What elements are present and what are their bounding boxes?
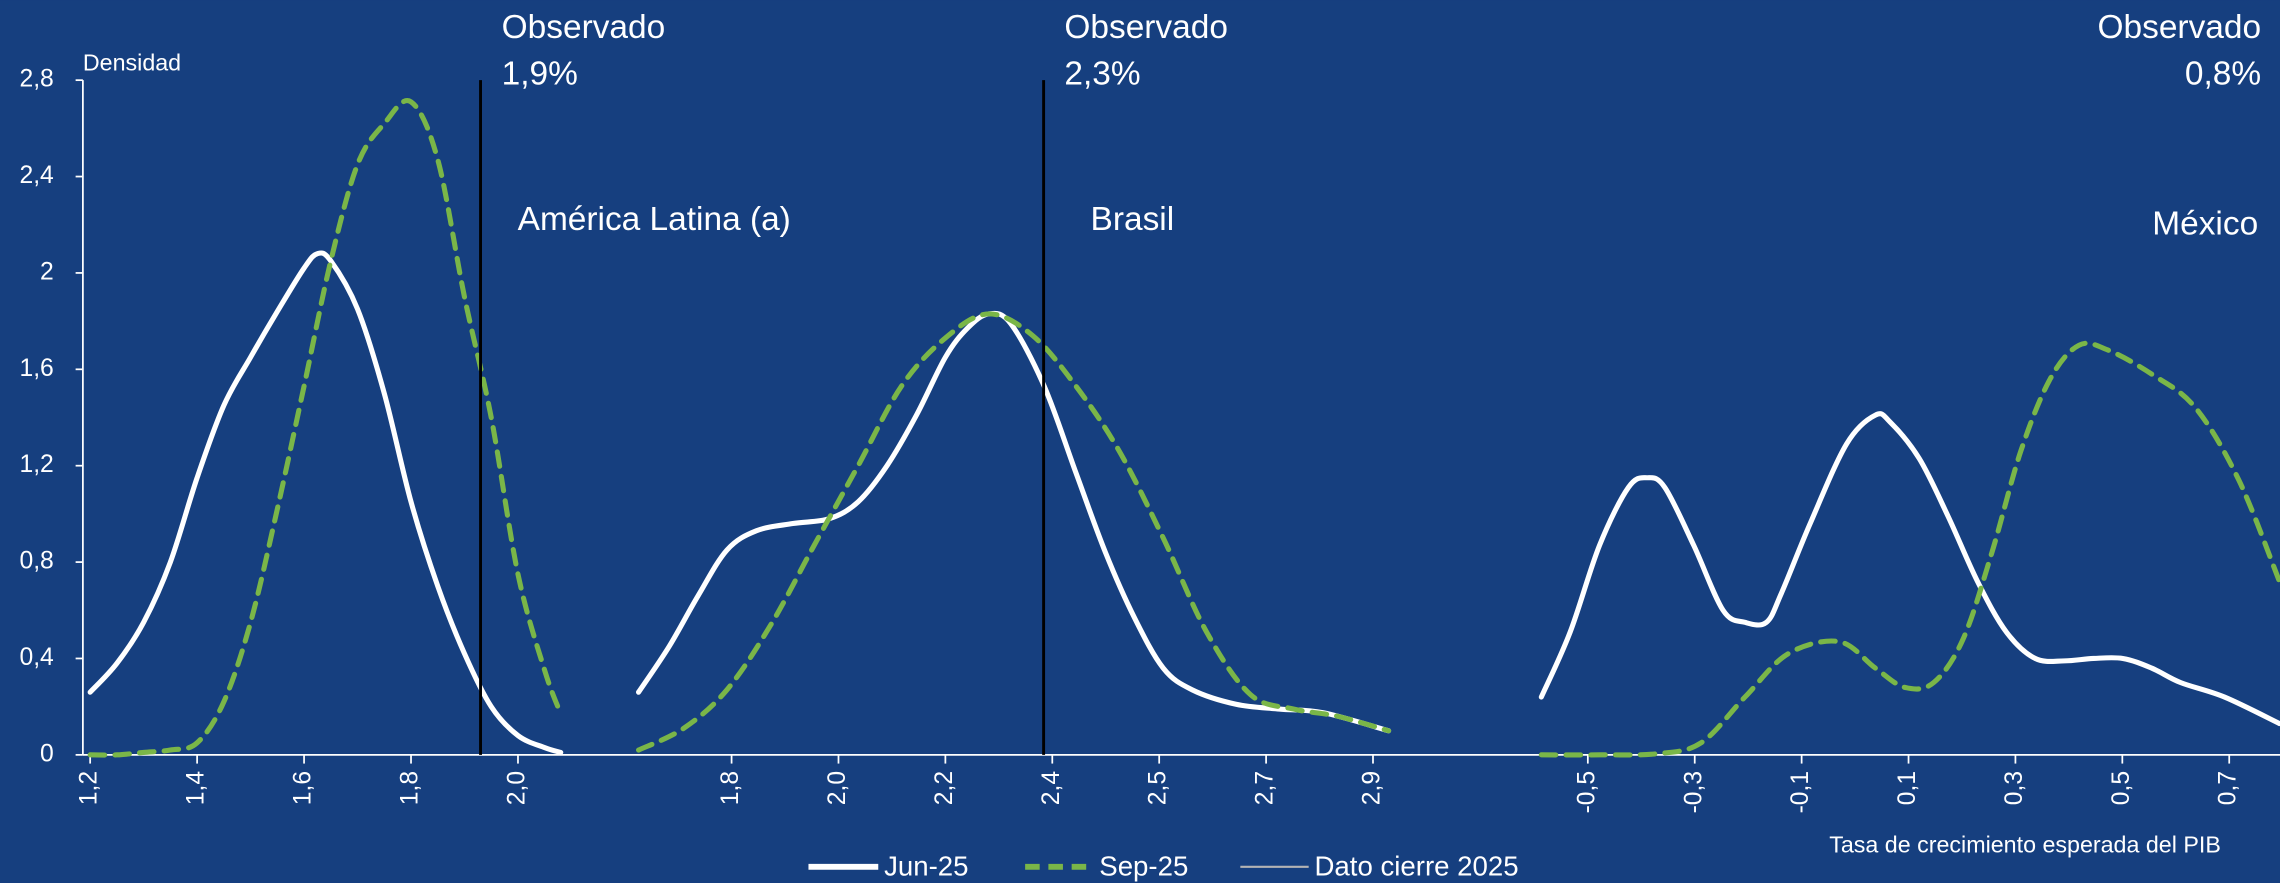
x-axis-title: Tasa de crecimiento esperada del PIB — [1829, 832, 2221, 858]
density-line — [87, 98, 564, 758]
legend-label: Sep-25 — [1099, 851, 1188, 882]
observed-label: Observado — [502, 9, 666, 46]
observed-value: 2,3% — [1064, 56, 1140, 93]
x-tick-label: -0,5 — [1573, 771, 1600, 814]
y-axis-title: Densidad — [83, 49, 181, 75]
y-tick-label: 2,8 — [19, 66, 53, 93]
x-tick-label: 1,4 — [183, 771, 210, 806]
density-line — [1538, 340, 2280, 758]
y-tick-label: 1,2 — [19, 451, 53, 478]
density-line — [636, 311, 1392, 753]
y-tick-label: 2 — [40, 258, 54, 285]
x-tick-label: 2,0 — [504, 771, 531, 805]
legend-label: Jun-25 — [884, 851, 968, 882]
x-tick-label: 1,8 — [397, 771, 424, 805]
x-tick-label: 0,5 — [2108, 771, 2135, 805]
x-tick-label: 2,0 — [824, 771, 851, 805]
y-tick-label: 0,4 — [19, 644, 54, 671]
y-tick-label: 0 — [40, 740, 54, 767]
y-tick-label: 1,6 — [19, 355, 53, 382]
panel-title: América Latina (a) — [518, 201, 791, 238]
x-tick-label: -0,3 — [1680, 771, 1707, 814]
x-tick-label: 1,2 — [76, 771, 103, 805]
x-tick-label: 2,5 — [1145, 771, 1172, 805]
x-tick-label: 2,9 — [1359, 771, 1386, 805]
y-tick-label: 2,4 — [19, 162, 54, 189]
x-tick-label: 2,2 — [931, 771, 958, 805]
x-tick-label: 2,7 — [1252, 771, 1279, 805]
observed-value: 0,8% — [2185, 56, 2261, 93]
density-line — [1538, 411, 2280, 727]
x-tick-label: 2,4 — [1038, 771, 1065, 806]
x-tick-label: 0,7 — [2215, 771, 2242, 805]
legend-label: Dato cierre 2025 — [1314, 851, 1518, 882]
observed-value: 1,9% — [502, 56, 578, 93]
legend: Jun-25 Sep-25 Dato cierre 2025 — [808, 851, 1519, 882]
density-line — [87, 250, 564, 755]
x-tick-label: 1,6 — [290, 771, 317, 805]
x-tick-label: 0,1 — [1894, 771, 1921, 805]
y-tick-label: 0,8 — [19, 548, 53, 575]
panel-title: Brasil — [1091, 201, 1175, 238]
observed-label: Observado — [2098, 9, 2262, 46]
x-tick-label: 0,3 — [2001, 771, 2028, 805]
panel-title: México — [2152, 205, 2258, 242]
observed-label: Observado — [1064, 9, 1228, 46]
x-tick-label: -0,1 — [1787, 771, 1814, 814]
x-tick-label: 1,8 — [717, 771, 744, 805]
